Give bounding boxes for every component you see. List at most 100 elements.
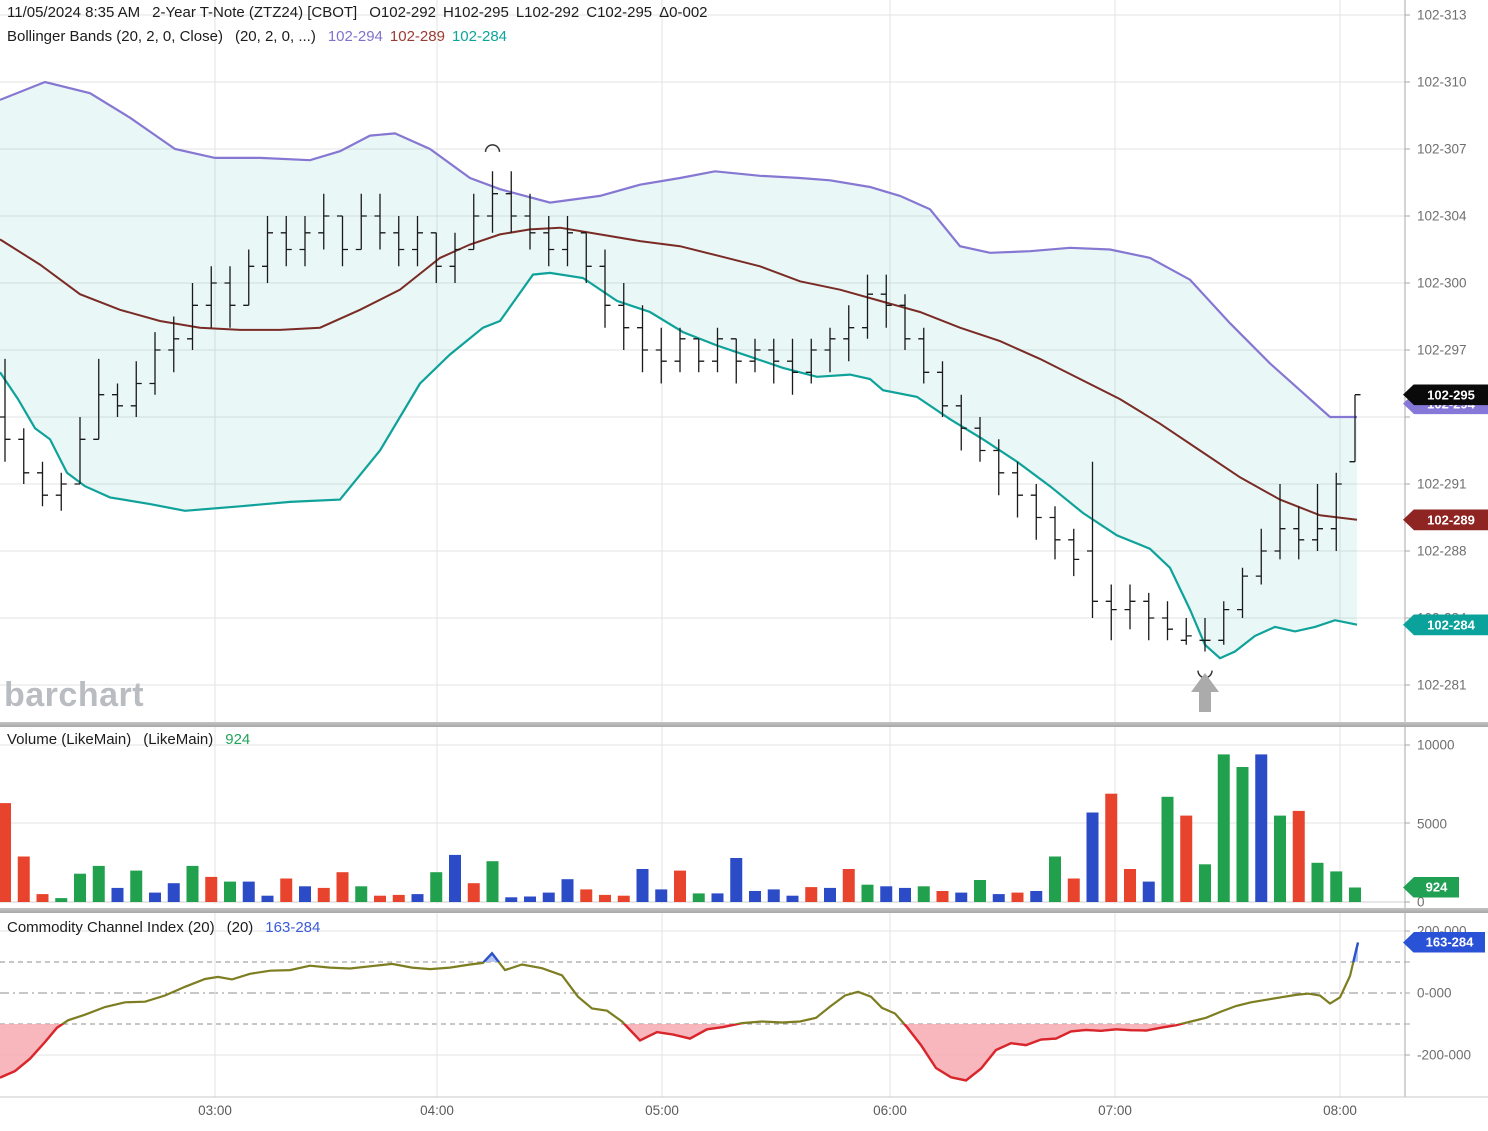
volume-bar bbox=[655, 889, 668, 902]
bollinger-header[interactable]: Bollinger Bands (20, 2, 0, Close) (20, 2… bbox=[7, 28, 507, 45]
ohlc-bar bbox=[674, 327, 686, 373]
ohlc-bar bbox=[112, 383, 123, 417]
volume-bar bbox=[74, 873, 86, 902]
ohlc-bar bbox=[468, 193, 480, 251]
cci-value: 163-284 bbox=[265, 919, 321, 936]
ohlc-bar bbox=[337, 215, 348, 267]
volume-bar bbox=[730, 858, 743, 902]
axis-badge-102-295: 102-295 bbox=[1403, 384, 1488, 406]
time-axis-tick-label: 04:00 bbox=[420, 1103, 454, 1118]
ohlc-bar bbox=[393, 216, 405, 267]
ohlc-bar bbox=[1049, 506, 1061, 560]
ohlc-bar bbox=[1087, 461, 1098, 618]
ohlc-bar bbox=[299, 216, 311, 267]
cci-title: Commodity Channel Index (20) bbox=[7, 919, 215, 936]
axis-badge-924: 924 bbox=[1403, 876, 1459, 898]
cci-header[interactable]: Commodity Channel Index (20) (20) 163-28… bbox=[7, 919, 320, 936]
ohlc-bar bbox=[205, 266, 217, 328]
volume-bar bbox=[1086, 812, 1099, 902]
ohlc-bars bbox=[0, 171, 1361, 652]
quote-close: C102-295 bbox=[586, 4, 653, 21]
volume-bar bbox=[917, 886, 930, 902]
ohlc-bar bbox=[712, 327, 723, 373]
quote-high: H102-295 bbox=[442, 4, 509, 21]
ohlc-bar bbox=[937, 361, 948, 417]
volume-axis-tick-label: 0 bbox=[1417, 894, 1425, 910]
ohlc-bar bbox=[1143, 592, 1155, 641]
volume-bar bbox=[317, 887, 330, 902]
volume-bar bbox=[617, 895, 630, 902]
volume-axis-tick-label: 10000 bbox=[1417, 737, 1455, 753]
ohlc-bar bbox=[93, 358, 105, 440]
ohlc-bar bbox=[149, 332, 161, 395]
volume-title: Volume (LikeMain) bbox=[7, 731, 132, 748]
volume-bar bbox=[1067, 878, 1080, 902]
volume-bar bbox=[411, 894, 424, 902]
axis-badge-102-289: 102-289 bbox=[1403, 509, 1488, 531]
volume-bar bbox=[1217, 754, 1230, 902]
main-chart-plot[interactable] bbox=[0, 0, 1405, 722]
price-axis-tick-label: 102-288 bbox=[1417, 543, 1467, 559]
volume-bar bbox=[1330, 871, 1343, 902]
volume-bar bbox=[1199, 864, 1211, 902]
panel-splitter-volume[interactable] bbox=[0, 722, 1488, 727]
price-axis-tick-label: 102-281 bbox=[1417, 677, 1467, 693]
volume-bar bbox=[1274, 815, 1286, 902]
quote-header: 11/05/2024 8:35 AM 2-Year T-Note (ZTZ24)… bbox=[7, 4, 708, 21]
ohlc-bar bbox=[899, 294, 911, 350]
ohlc-bar bbox=[824, 327, 836, 373]
volume-bar bbox=[936, 891, 949, 902]
ohlc-bar bbox=[1312, 484, 1323, 551]
bollinger-upper-line bbox=[0, 80, 1357, 419]
ohlc-bar bbox=[1255, 528, 1267, 585]
volume-bar bbox=[1105, 793, 1118, 902]
ohlc-bar bbox=[355, 193, 367, 251]
ohlc-bar bbox=[543, 216, 555, 267]
ohlc-bar bbox=[862, 274, 873, 339]
panel-splitter-cci[interactable] bbox=[0, 908, 1488, 913]
volume-header[interactable]: Volume (LikeMain) (LikeMain) 924 bbox=[7, 731, 250, 748]
ohlc-bar bbox=[993, 439, 1005, 496]
volume-bar bbox=[786, 895, 799, 902]
price-axis-tick-label: 102-297 bbox=[1417, 342, 1467, 358]
volume-bar bbox=[1311, 862, 1324, 903]
ohlc-bar bbox=[730, 338, 742, 384]
volume-bar bbox=[111, 887, 124, 902]
quote-change: Δ0-002 bbox=[659, 4, 708, 21]
volume-plot[interactable] bbox=[0, 727, 1405, 908]
up-arrow-annotation bbox=[1191, 673, 1219, 712]
ohlc-bar bbox=[130, 361, 142, 417]
volume-bar bbox=[674, 870, 686, 902]
volume-bar bbox=[392, 894, 405, 902]
ohlc-bar bbox=[1180, 618, 1192, 645]
volume-bar bbox=[186, 865, 199, 902]
high-annotation-arc bbox=[484, 144, 501, 153]
ohlc-bar bbox=[918, 327, 930, 384]
quote-open: O102-292 bbox=[369, 4, 436, 21]
volume-bar bbox=[1049, 856, 1061, 902]
ohlc-bar bbox=[374, 193, 386, 250]
ohlc-bar bbox=[880, 274, 892, 328]
price-axis-tick-label: 102-310 bbox=[1417, 74, 1467, 90]
volume-bar bbox=[1030, 891, 1043, 902]
volume-bar bbox=[299, 886, 311, 902]
volume-bar bbox=[92, 865, 105, 902]
ohlc-bar bbox=[412, 216, 423, 267]
time-axis-tick-label: 08:00 bbox=[1323, 1103, 1357, 1118]
ohlc-bar bbox=[974, 417, 986, 462]
volume-bar bbox=[824, 887, 836, 902]
bollinger-params: (20, 2, 0, ...) bbox=[234, 28, 316, 45]
volume-bar bbox=[1161, 796, 1174, 902]
volume-bar bbox=[1124, 869, 1136, 902]
quote-symbol: 2-Year T-Note (ZTZ24) [CBOT] bbox=[152, 4, 358, 21]
volume-bar bbox=[449, 854, 461, 902]
ohlc-bar bbox=[18, 428, 30, 484]
bollinger-name: Bollinger Bands (20, 2, 0, Close) bbox=[7, 28, 223, 45]
cci-plot[interactable] bbox=[0, 913, 1405, 1097]
ohlc-bar bbox=[224, 266, 236, 328]
volume-bar bbox=[1011, 892, 1024, 902]
ohlc-bar bbox=[430, 232, 442, 283]
volume-bar bbox=[467, 883, 480, 902]
